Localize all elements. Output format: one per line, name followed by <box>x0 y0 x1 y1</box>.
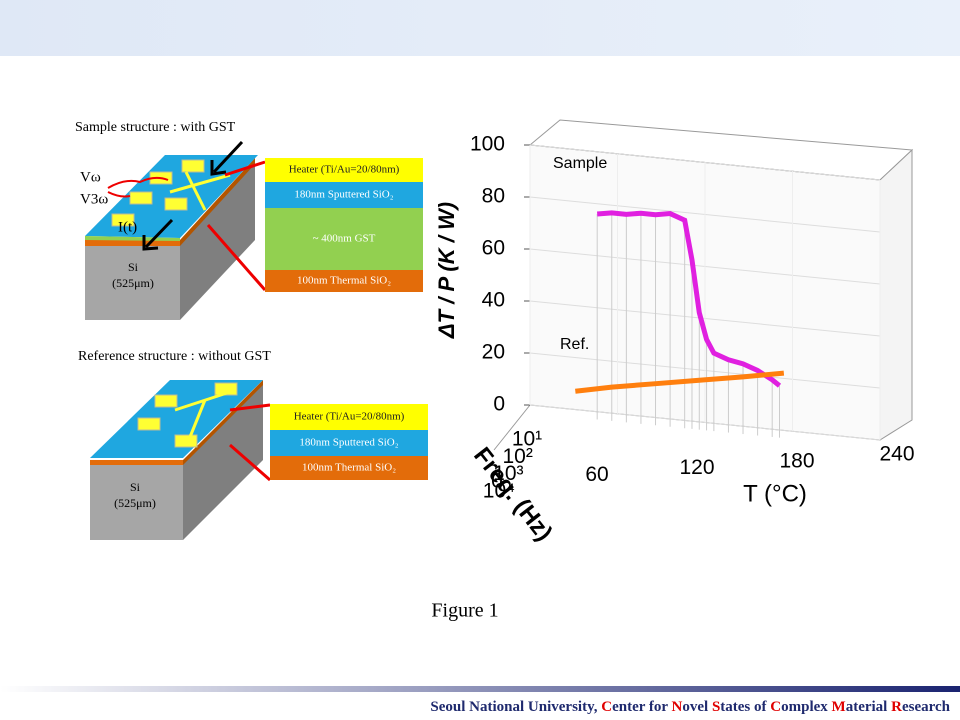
z-tick-label: 100 <box>470 133 505 156</box>
footer-part: Seoul National University, <box>430 699 601 715</box>
z-tick-label: 60 <box>482 237 505 260</box>
substrate-label: (525μm) <box>112 276 154 290</box>
y-tick-label: 10² <box>502 445 532 468</box>
series-line <box>596 210 782 388</box>
footer-part: M <box>832 699 846 715</box>
layer <box>265 182 423 208</box>
footer-part: C <box>601 699 612 715</box>
substrate-label: Si <box>130 480 141 494</box>
substrate-label: Si <box>128 260 139 274</box>
reference-title: Reference structure : without GST <box>78 349 271 364</box>
footer-text: Seoul National University, Center for No… <box>430 699 950 715</box>
footer-part: tates of <box>720 699 770 715</box>
layer-label: 180nm Sputtered SiO₂ <box>299 437 398 449</box>
sample-title: Sample structure : with GST <box>75 120 236 135</box>
y-tick-label: 10⁴ <box>483 480 515 503</box>
z-tick-label: 20 <box>482 341 505 364</box>
layer <box>270 456 428 480</box>
x-tick-label: 120 <box>679 456 714 479</box>
y-tick-label: 10¹ <box>512 428 542 451</box>
layer <box>265 158 423 182</box>
x-tick-label: 0 <box>491 470 503 493</box>
x-tick-label: 180 <box>779 449 814 472</box>
footer-part: aterial <box>846 699 891 715</box>
layer <box>265 270 423 292</box>
x-axis-label: T (°C) <box>743 480 807 507</box>
layer-label: 180nm Sputtered SiO₂ <box>294 189 393 201</box>
x-tick-label: 60 <box>585 463 608 486</box>
layer <box>265 208 423 270</box>
footer-part: esearch <box>902 699 951 715</box>
layer-label: 100nm Thermal SiO₂ <box>302 462 396 474</box>
z-tick-label: 0 <box>493 393 505 416</box>
z-tick-label: 40 <box>482 289 505 312</box>
layer <box>270 404 428 430</box>
substrate-label: (525μm) <box>114 496 156 510</box>
caption: Figure 1 <box>431 600 498 622</box>
series-line <box>575 370 785 394</box>
current-label: I(t) <box>118 219 137 235</box>
reference-block <box>90 380 271 540</box>
layer-label: Heater (Ti/Au=20/80nm) <box>289 164 400 176</box>
z-axis-label: ΔT / P (K / W) <box>434 202 459 339</box>
layer-label: Heater (Ti/Au=20/80nm) <box>294 411 405 423</box>
footer-part: omplex <box>781 699 831 715</box>
v-3omega-label: V3ω <box>80 191 108 207</box>
footer-part: enter for <box>612 699 671 715</box>
layer-label: ~ 400nm GST <box>313 233 376 245</box>
x-tick-label: 240 <box>879 443 914 466</box>
layer-label: 100nm Thermal SiO₂ <box>297 275 391 287</box>
footer-part: C <box>770 699 781 715</box>
layer <box>270 430 428 456</box>
v-omega-label: Vω <box>80 169 101 185</box>
sample-block <box>85 140 267 320</box>
footer-bar <box>0 686 960 692</box>
footer-part: R <box>891 699 902 715</box>
header-bar <box>0 0 960 56</box>
annotation: Sample <box>553 155 607 172</box>
footer-part: ovel <box>682 699 712 715</box>
footer-part: N <box>672 699 683 715</box>
annotation: Ref. <box>560 336 589 353</box>
y-tick-label: 10³ <box>493 462 523 485</box>
z-tick-label: 80 <box>482 185 505 208</box>
footer-part: S <box>712 699 720 715</box>
